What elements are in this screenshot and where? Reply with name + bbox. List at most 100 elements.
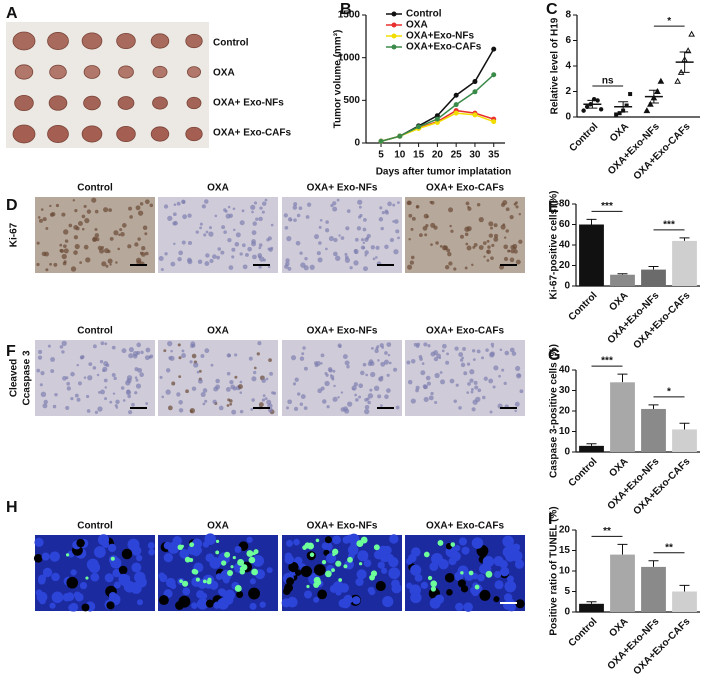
cell [63,260,67,264]
cell [115,261,118,264]
nucleus [382,596,394,608]
point [378,138,384,144]
bar [641,566,666,612]
tunel-spot [220,560,227,566]
cell [223,230,227,234]
cell [83,244,89,250]
cell [336,198,340,202]
cell [380,361,386,367]
cell [234,242,240,247]
cell [158,256,164,262]
tunel-spot [202,579,207,584]
bar [672,429,697,452]
cell [298,206,303,211]
cell [408,237,411,241]
cell [268,358,272,363]
nucleus [167,541,180,554]
cell [227,353,232,358]
nucleus [88,559,99,571]
cell [357,199,363,205]
cell [200,392,206,398]
cell [322,399,327,404]
cell [144,251,149,256]
cell [239,380,243,384]
cell [187,213,192,218]
cell [504,350,510,356]
cell [104,342,108,346]
cell [98,391,101,394]
tumor [185,33,203,49]
cell [100,389,105,395]
cell [472,245,476,249]
panel-label: D [6,197,18,214]
cell [76,397,81,402]
nucleus [335,589,342,596]
cell [455,383,459,387]
cell [328,368,333,373]
panel-label: I [548,511,552,528]
cell [205,253,210,258]
cell [108,208,112,212]
tunel-spot [315,538,320,543]
nucleus [380,567,388,574]
cell [392,220,395,223]
tunel-spot [306,584,310,589]
nucleus [511,550,523,562]
cell [370,371,376,378]
cell [430,200,435,205]
error-bar [586,443,597,446]
point [416,124,422,130]
cell [346,209,351,213]
cell [217,247,222,251]
cell [423,384,429,390]
cell [360,245,365,250]
nucleus [249,578,256,585]
tumor [81,125,103,143]
bar [672,591,697,612]
cell [121,223,127,228]
cell [317,257,323,263]
cell [306,202,312,207]
nucleus [121,548,133,560]
cell [145,402,149,406]
cell [128,206,133,211]
cell [149,354,154,359]
y-tick-label: 0 [354,138,360,149]
tumor-photo [6,22,209,148]
cell [299,251,303,255]
cell [365,373,368,377]
cell [509,214,514,220]
cell [142,225,148,231]
cell [213,386,219,392]
cell [70,397,74,401]
cell [258,265,262,269]
tunel-spot [239,569,246,575]
tunel-spot [65,553,70,557]
nucleus [158,595,169,606]
tunel-spot [373,544,380,551]
data-point [647,100,654,107]
nucleus [482,555,495,568]
cell [118,233,121,237]
cell [515,205,519,209]
y-axis-label: Relative level of H19 [550,17,561,114]
cell [81,355,85,359]
cell [120,386,125,390]
cell [340,236,345,240]
cell [286,236,292,242]
tunel-spot [321,559,327,565]
cell [191,343,196,348]
tumor [186,96,202,110]
tumor-label: OXA+ Exo-NFs [213,98,284,109]
cell [259,206,263,210]
nucleus [246,536,253,543]
nucleus [503,593,513,602]
nucleus [132,582,140,590]
nucleus [192,547,201,557]
cell [85,257,91,263]
cell [360,370,365,376]
y-tick-label: 0 [565,112,571,123]
y-tick-label: 5 [564,586,570,597]
cell [234,353,238,357]
